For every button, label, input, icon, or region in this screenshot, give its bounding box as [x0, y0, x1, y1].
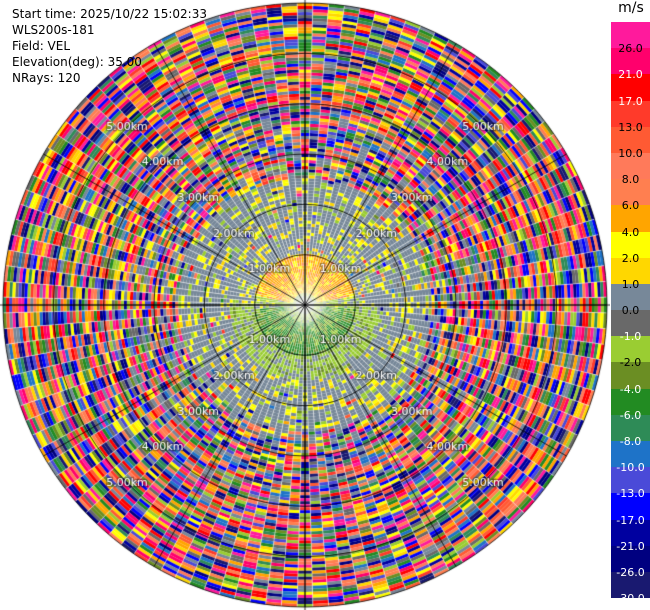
- colorbar-level: 13.0: [611, 100, 650, 134]
- colorbar-level: 0.0: [611, 283, 650, 317]
- colorbar-tick-label: 21.0: [618, 68, 643, 82]
- colorbar-tick-label: -2.0: [619, 356, 642, 370]
- colorbar-tick-label: -13.0: [616, 487, 645, 501]
- colorbar-tick-label: -10.0: [616, 461, 645, 475]
- colorbar-level: -10.0: [611, 441, 650, 474]
- colorbar-tick-label: -26.0: [616, 565, 645, 579]
- colorbar-level: 2.0: [611, 231, 650, 265]
- colorbar-level: 4.0: [611, 205, 650, 239]
- colorbar-level: 1.0: [611, 257, 650, 291]
- colorbar-level: -13.0: [611, 467, 650, 500]
- colorbar: 26.0 21.0 17.0 13.0 10.0 8.0 6.0 4.0 2.0 1.0 0.0 -1…: [611, 22, 650, 605]
- scan-info-panel: Start time: 2025/10/22 15:02:33 WLS200s-…: [12, 6, 207, 86]
- nrays-label: NRays: 120: [12, 71, 81, 85]
- colorbar-tick-label: 8.0: [621, 173, 640, 187]
- colorbar-level: -21.0: [611, 519, 650, 553]
- start-time-label: Start time: 2025/10/22 15:02:33: [12, 7, 207, 21]
- colorbar-tick-label: 0.0: [621, 304, 640, 318]
- colorbar-tick-label: 26.0: [618, 42, 643, 56]
- colorbar-level: -6.0: [611, 388, 650, 422]
- elevation-label: Elevation(deg): 35.00: [12, 55, 142, 69]
- field-label: Field: VEL: [12, 39, 71, 53]
- colorbar-tick-label: -6.0: [619, 408, 642, 422]
- colorbar-tick-label: -4.0: [619, 382, 642, 396]
- colorbar-level: 8.0: [611, 152, 650, 186]
- colorbar-tick-label: 13.0: [618, 120, 643, 134]
- colorbar-tick-label: 6.0: [621, 199, 640, 213]
- colorbar-level: 10.0: [611, 126, 650, 160]
- colorbar-tick-label: -17.0: [616, 513, 645, 527]
- colorbar-level: 17.0: [611, 74, 650, 108]
- colorbar-tick-label: -21.0: [616, 539, 645, 553]
- station-label: WLS200s-181: [12, 23, 95, 37]
- colorbar-level: -8.0: [611, 414, 650, 448]
- colorbar-level: -2.0: [611, 336, 650, 369]
- colorbar-unit: m/s: [618, 0, 644, 16]
- colorbar-tick-label: 2.0: [621, 251, 640, 265]
- colorbar-tick-label: -8.0: [619, 435, 642, 448]
- colorbar-tick-label: -30.0: [616, 592, 645, 606]
- colorbar-level: -26.0: [611, 545, 650, 579]
- colorbar-level: -30.0: [611, 571, 650, 605]
- colorbar-tick-label: 4.0: [621, 225, 640, 239]
- colorbar-tick-label: 17.0: [618, 94, 643, 108]
- colorbar-level: 26.0: [611, 22, 650, 55]
- colorbar-tick-label: -1.0: [619, 330, 642, 344]
- colorbar-tick-label: 10.0: [618, 146, 643, 160]
- colorbar-level: -17.0: [611, 493, 650, 527]
- colorbar-level: -4.0: [611, 362, 650, 396]
- colorbar-level: -1.0: [611, 310, 650, 343]
- colorbar-level: 21.0: [611, 48, 650, 81]
- colorbar-level: 6.0: [611, 179, 650, 212]
- ppi-radar-plot: [0, 0, 610, 610]
- colorbar-tick-label: 1.0: [621, 277, 640, 291]
